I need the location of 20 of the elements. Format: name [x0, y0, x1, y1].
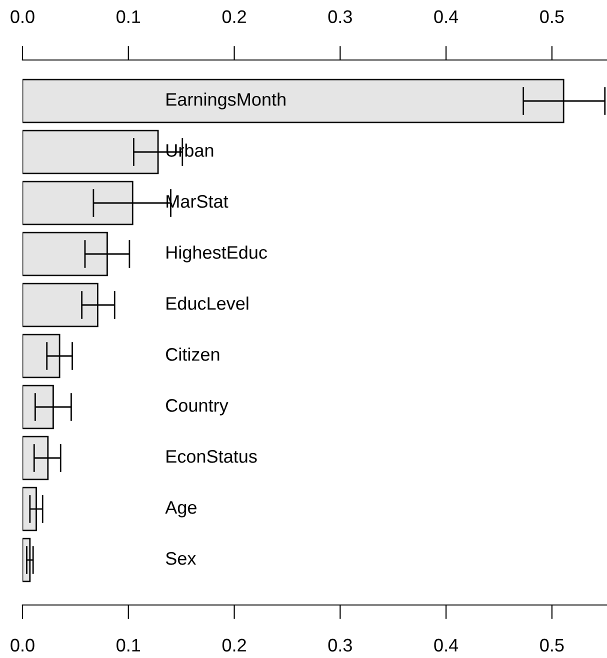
y-tick-label: Sex	[166, 552, 196, 565]
x2-tick-label: 0.1	[116, 638, 140, 652]
x-tick-label: 0.5	[540, 10, 564, 24]
x2-tick-label: 0.3	[328, 638, 352, 652]
y-tick-label: Country	[166, 399, 228, 416]
y-tick-label: Citizen	[166, 348, 220, 361]
x2-tick-label: 0.2	[222, 638, 246, 652]
x-tick-label: 0.2	[222, 10, 246, 24]
y-tick-label: EconStatus	[166, 450, 257, 463]
x-tick-label: 0.4	[434, 10, 458, 24]
x2-tick-label: 0.5	[540, 638, 564, 652]
y-tick-label: HighestEduc	[166, 246, 268, 262]
x2-tick-label: 0.4	[434, 638, 458, 652]
x-tick-label: 0.3	[328, 10, 352, 24]
x-tick-label: 0.1	[116, 10, 140, 24]
y-tick-label: EducLevel	[166, 296, 248, 310]
y-tick-label: Age	[165, 501, 196, 518]
x-tick-label: 0.0	[10, 10, 34, 24]
y-tick-label: EarningsMonth	[166, 92, 286, 110]
x2-tick-label: 0.0	[10, 638, 34, 652]
